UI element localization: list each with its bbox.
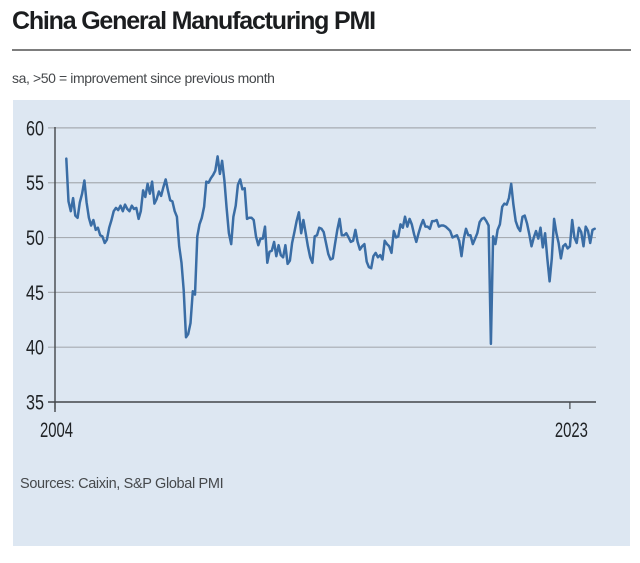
pmi-line: [65, 155, 596, 346]
chart-panel: 35 40 45 50 55 60 2004 2023 Sources: Caixin, S&…: [13, 100, 630, 546]
pmi-line-chart: 35 40 45 50 55 60 2004 2023: [26, 117, 596, 442]
title-divider: [12, 49, 631, 51]
y-tick-label-45: 45: [26, 282, 44, 305]
y-tick-label-50: 50: [26, 227, 44, 250]
y-tick-label-60: 60: [26, 117, 44, 140]
y-tick-label-35: 35: [26, 392, 44, 415]
chart-subtitle: sa, >50 = improvement since previous mon…: [12, 70, 275, 86]
y-tick-label-55: 55: [26, 172, 44, 195]
y-tick-label-40: 40: [26, 337, 44, 360]
x-tick-label-2004: 2004: [40, 419, 73, 442]
page-title: China General Manufacturing PMI: [12, 7, 376, 35]
x-tick-label-2023: 2023: [555, 419, 588, 442]
sources-note: Sources: Caixin, S&P Global PMI: [20, 476, 224, 492]
